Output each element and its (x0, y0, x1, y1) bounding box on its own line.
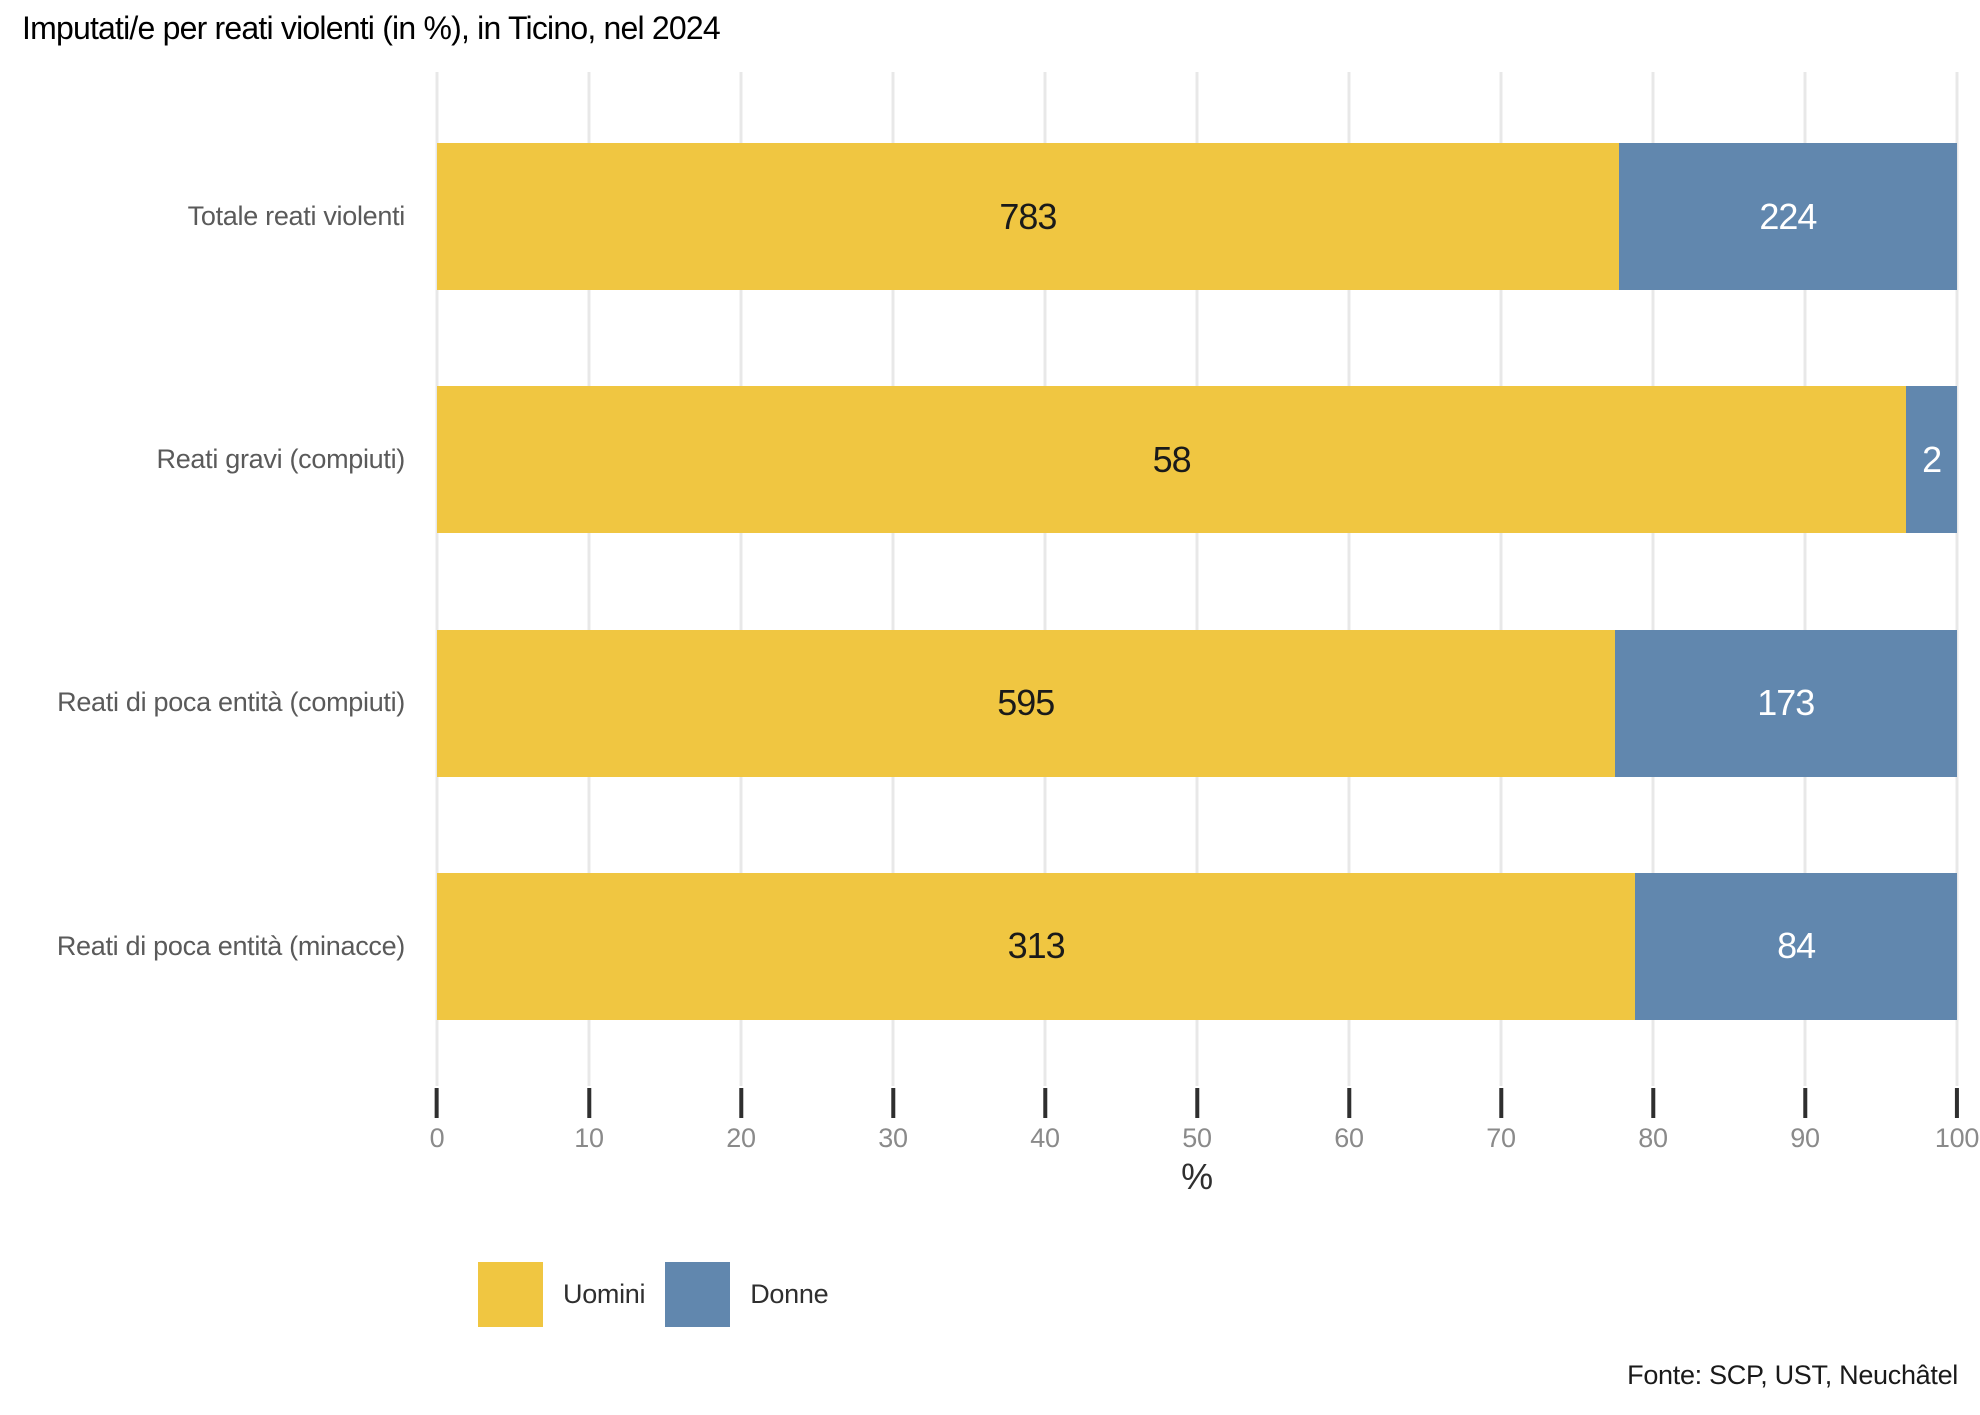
legend-swatch-donne (665, 1262, 731, 1327)
x-tick-label: 80 (1638, 1123, 1668, 1153)
x-tick-label: 10 (574, 1123, 604, 1153)
x-tick: 20 (726, 1086, 756, 1154)
legend-label-donne: Donne (750, 1279, 829, 1309)
chart-title: Imputati/e per reati violenti (in %), in… (22, 10, 721, 46)
x-tick-mark (587, 1088, 591, 1118)
gridline (891, 72, 895, 1086)
x-tick-label: 0 (429, 1123, 445, 1153)
bar-segment-donne: 224 (1618, 143, 1957, 290)
x-tick: 10 (574, 1086, 604, 1154)
x-tick: 50 (1182, 1086, 1212, 1154)
x-tick-mark (1955, 1088, 1959, 1118)
gridlines (435, 72, 1959, 1086)
x-tick: 30 (878, 1086, 908, 1154)
gridline (1043, 72, 1047, 1086)
category-label: Totale reati violenti (187, 200, 406, 231)
gridline (1651, 72, 1655, 1086)
gridline (1955, 72, 1959, 1086)
x-tick: 0 (430, 1086, 445, 1154)
x-axis-title: % (1181, 1156, 1213, 1197)
x-tick-label: 90 (1790, 1123, 1820, 1153)
x-tick-label: 100 (1934, 1123, 1980, 1153)
legend: Uomini Donne (478, 1262, 829, 1327)
x-tick-mark (1651, 1088, 1655, 1118)
x-axis: 0 10 20 30 40 50 60 70 80 90 100 (430, 1086, 1979, 1176)
category-label: Reati gravi (compiuti) (156, 443, 406, 474)
x-tick-mark (435, 1088, 439, 1118)
gridline (1195, 72, 1199, 1086)
x-tick-mark (891, 1088, 895, 1118)
bar-track: 313 84 (437, 872, 1957, 1020)
x-tick-mark (1803, 1088, 1807, 1118)
bar-segment-uomini: 783 (437, 143, 1619, 290)
bar-segment-donne: 173 (1614, 629, 1957, 777)
category-label: Reati di poca entità (compiuti) (57, 687, 405, 718)
plot-area: Totale reati violenti 783 224 Reati gravi (… (0, 72, 1959, 1086)
bar-track: 783 224 (437, 143, 1957, 290)
x-tick: 60 (1334, 1086, 1364, 1154)
bar-row: Totale reati violenti 783 224 (0, 143, 1957, 290)
gridline (435, 72, 439, 1086)
gridline (1347, 72, 1351, 1086)
x-tick-mark (739, 1088, 743, 1118)
x-tick-mark (1195, 1088, 1199, 1118)
bar-rows: Totale reati violenti 783 224 Reati gravi (… (0, 72, 1957, 1086)
x-tick: 40 (1030, 1086, 1060, 1154)
bar-row: Reati di poca entità (compiuti) 595 173 (0, 629, 1957, 777)
x-tick-label: 30 (878, 1123, 908, 1153)
x-tick-mark (1043, 1088, 1047, 1118)
bar-segment-uomini: 595 (437, 629, 1615, 777)
bar-row: Reati gravi (compiuti) 58 2 (0, 386, 1957, 534)
x-tick: 90 (1790, 1086, 1820, 1154)
bar-segment-uomini: 58 (437, 386, 1907, 534)
x-tick-label: 20 (726, 1123, 756, 1153)
x-tick-label: 50 (1182, 1123, 1212, 1153)
x-tick-mark (1499, 1088, 1503, 1118)
x-tick: 70 (1486, 1086, 1516, 1154)
legend-label-uomini: Uomini (563, 1279, 646, 1309)
source-note: Fonte: SCP, UST, Neuchâtel (1627, 1360, 1958, 1390)
bar-segment-donne: 84 (1635, 872, 1957, 1020)
x-tick: 80 (1638, 1086, 1668, 1154)
gridline (587, 72, 591, 1086)
bar-track: 58 2 (437, 386, 1957, 534)
gridline (1499, 72, 1503, 1086)
x-tick-label: 40 (1030, 1123, 1060, 1153)
x-tick-label: 60 (1334, 1123, 1364, 1153)
bar-row: Reati di poca entità (minacce) 313 84 (0, 872, 1957, 1020)
gridline (1803, 72, 1807, 1086)
bar-segment-uomini: 313 (437, 872, 1636, 1020)
bar-segment-donne: 2 (1906, 386, 1957, 534)
legend-swatch-uomini (478, 1262, 543, 1327)
gridline (739, 72, 743, 1086)
category-label: Reati di poca entità (minacce) (56, 930, 405, 961)
x-tick: 100 (1935, 1086, 1979, 1154)
bar-track: 595 173 (437, 629, 1957, 777)
x-tick-label: 70 (1486, 1123, 1516, 1153)
x-tick-mark (1347, 1088, 1351, 1118)
